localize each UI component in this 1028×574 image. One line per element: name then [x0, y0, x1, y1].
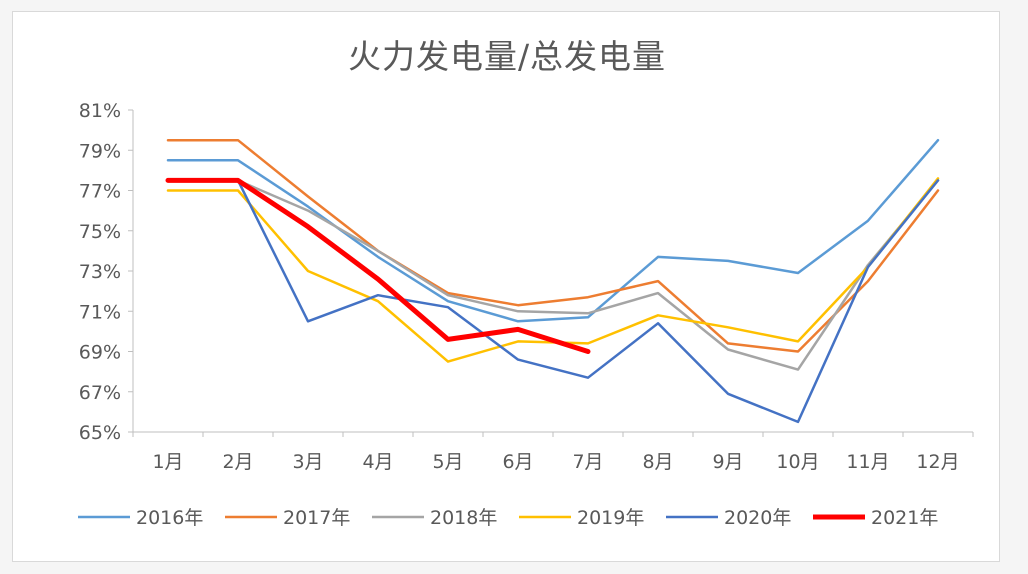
legend-label: 2019年: [577, 507, 644, 529]
x-tick-label: 1月: [152, 451, 183, 473]
axes: 65% 67% 69% 71% 73% 75% 77% 79% 81% 1月 2月 3月 4月 5月 6月 7…: [79, 100, 974, 473]
series-line-0: [166, 138, 940, 323]
y-tick-label: 71%: [79, 301, 121, 323]
y-tick-label: 73%: [79, 261, 121, 283]
x-tick-label: 5月: [432, 451, 463, 473]
legend-label: 2017年: [283, 507, 350, 529]
line-chart: 火力发电量/总发电量 65% 67% 69% 71% 73% 75% 77% 79% 81% 1月…: [78, 37, 974, 529]
y-tick-label: 81%: [79, 100, 121, 122]
series-line-4: [166, 179, 940, 424]
legend: 2016年 2017年 2018年 2019年 2020年 2021年: [78, 507, 938, 529]
legend-label: 2020年: [724, 507, 791, 529]
x-tick-label: 11月: [846, 451, 889, 473]
series-line-1: [166, 138, 940, 353]
legend-label: 2016年: [136, 507, 203, 529]
y-tick-label: 75%: [79, 221, 121, 243]
series-line-2: [166, 179, 940, 371]
chart-title: 火力发电量/总发电量: [348, 37, 666, 76]
x-tick-label: 12月: [916, 451, 959, 473]
x-tick-label: 6月: [502, 451, 533, 473]
series-lines: [165, 138, 940, 424]
y-tick-label: 79%: [79, 140, 121, 162]
x-tick-label: 8月: [642, 451, 673, 473]
y-tick-label: 77%: [79, 181, 121, 203]
legend-label: 2021年: [871, 507, 938, 529]
y-tick-label: 67%: [79, 382, 121, 404]
x-tick-label: 4月: [362, 451, 393, 473]
x-tick-label: 2月: [222, 451, 253, 473]
x-tick-label: 7月: [572, 451, 603, 473]
series-line-5: [165, 177, 591, 354]
y-tick-label: 65%: [79, 422, 121, 444]
y-tick-label: 69%: [79, 342, 121, 364]
x-tick-label: 9月: [712, 451, 743, 473]
chart-frame: 火力发电量/总发电量 65% 67% 69% 71% 73% 75% 77% 79% 81% 1月…: [12, 11, 1000, 562]
legend-label: 2018年: [430, 507, 497, 529]
x-tick-label: 10月: [776, 451, 819, 473]
x-tick-label: 3月: [292, 451, 323, 473]
